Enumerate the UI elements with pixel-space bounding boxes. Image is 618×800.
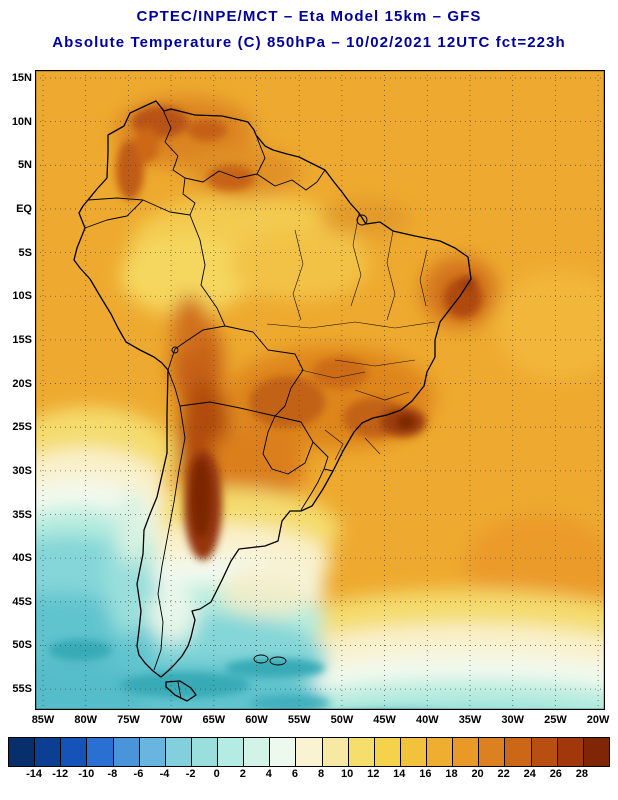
colorbar-cell (295, 738, 322, 766)
lon-label: 20W (586, 714, 610, 726)
colorbar-tick-label: 6 (291, 768, 299, 780)
lon-label: 35W (458, 714, 482, 726)
colorbar-cell (9, 738, 35, 766)
lat-label: EQ (16, 202, 32, 215)
colorbar-cell (112, 738, 139, 766)
colorbar-tick-label: 12 (367, 768, 380, 780)
country-borders (84, 109, 334, 700)
colorbar-tick-label: -14 (26, 768, 43, 780)
colorbar-tick-label: -2 (185, 768, 196, 780)
lon-label: 65W (202, 714, 226, 726)
colorbar-tick-label: -4 (159, 768, 170, 780)
lat-label: 45S (12, 595, 32, 608)
lon-label: 75W (117, 714, 140, 726)
lon-label: 60W (245, 714, 268, 726)
colorbar-cell (373, 738, 400, 766)
colorbar-tick-label: -6 (133, 768, 144, 780)
page-title: CPTEC/INPE/MCT – Eta Model 15km – GFS (136, 8, 482, 25)
colorbar-cell (34, 738, 61, 766)
colorbar-tick-label: 0 (213, 768, 220, 780)
colorbar-tick-label: -12 (52, 768, 69, 780)
lat-label: 50S (12, 639, 32, 652)
colorbar-tick-label: 20 (471, 768, 484, 780)
colorbar-cell (530, 738, 557, 766)
colorbar-cell (504, 738, 531, 766)
colorbar-tick-label: 8 (317, 768, 325, 780)
colorbar-cell (269, 738, 296, 766)
colorbar-cell (321, 738, 348, 766)
colorbar-cell (426, 738, 453, 766)
lat-label: 40S (12, 552, 32, 565)
lon-label: 45W (373, 714, 396, 726)
colorbar-tick-label: -8 (107, 768, 118, 780)
colorbar-tick-label: -10 (78, 768, 95, 780)
lat-label: 10N (11, 115, 32, 128)
lat-label: 55S (12, 683, 32, 696)
colorbar-cell (478, 738, 505, 766)
lat-label: 15S (12, 333, 32, 346)
lon-label: 25W (544, 714, 567, 726)
lon-label: 55W (287, 714, 311, 726)
colorbar (8, 737, 610, 767)
colorbar-tick-label: 16 (419, 768, 432, 780)
colorbar-cell (582, 738, 609, 766)
map-frame (35, 70, 605, 710)
state-borders (266, 212, 436, 461)
colorbar-cell (60, 738, 87, 766)
colorbar-tick-label: 22 (497, 768, 510, 780)
colorbar-cell (452, 738, 479, 766)
lon-label: 40W (415, 714, 439, 726)
lat-label: 25S (12, 421, 32, 434)
islands (171, 214, 368, 666)
lat-label: 5N (17, 159, 32, 172)
colorbar-tick-label: 4 (265, 768, 272, 780)
lon-label: 50W (330, 714, 354, 726)
lat-label: 5S (18, 246, 32, 259)
colorbar-cell (217, 738, 244, 766)
lat-label: 20S (12, 377, 32, 390)
colorbar-cell (86, 738, 113, 766)
colorbar-cell (347, 738, 374, 766)
lon-label: 70W (159, 714, 183, 726)
colorbar-tick-label: 2 (239, 768, 246, 780)
colorbar-cell (164, 738, 191, 766)
grid-lines (35, 70, 605, 710)
colorbar-tick-label: 26 (549, 768, 562, 780)
colorbar-tick-label: 24 (523, 768, 536, 780)
lon-label: 80W (74, 714, 97, 726)
colorbar-cell (190, 738, 217, 766)
map-canvas (35, 70, 605, 710)
temperature-field (35, 70, 605, 710)
colorbar-tick-label: 10 (341, 768, 354, 780)
lat-label: 10S (12, 290, 32, 303)
lat-label: 35S (12, 508, 32, 521)
page-subtitle: Absolute Temperature (C) 850hPa – 10/02/… (52, 34, 566, 51)
coastline (73, 100, 472, 702)
colorbar-tick-label: 14 (393, 768, 406, 780)
lat-label: 15N (11, 72, 32, 84)
lat-label: 30S (12, 464, 32, 477)
colorbar-tick-label: 18 (445, 768, 458, 780)
colorbar-cell (556, 738, 583, 766)
lon-label: 85W (31, 714, 55, 726)
lon-label: 30W (501, 714, 524, 726)
colorbar-labels: -14 -12 -10 -8 -6 -4 -2 0 2 4 6 8 10 12 14 16 18 20 22 24 26… (8, 768, 608, 784)
colorbar-cell (399, 738, 426, 766)
colorbar-cell (243, 738, 270, 766)
colorbar-tick-label: 28 (575, 768, 589, 780)
colorbar-cell (138, 738, 165, 766)
